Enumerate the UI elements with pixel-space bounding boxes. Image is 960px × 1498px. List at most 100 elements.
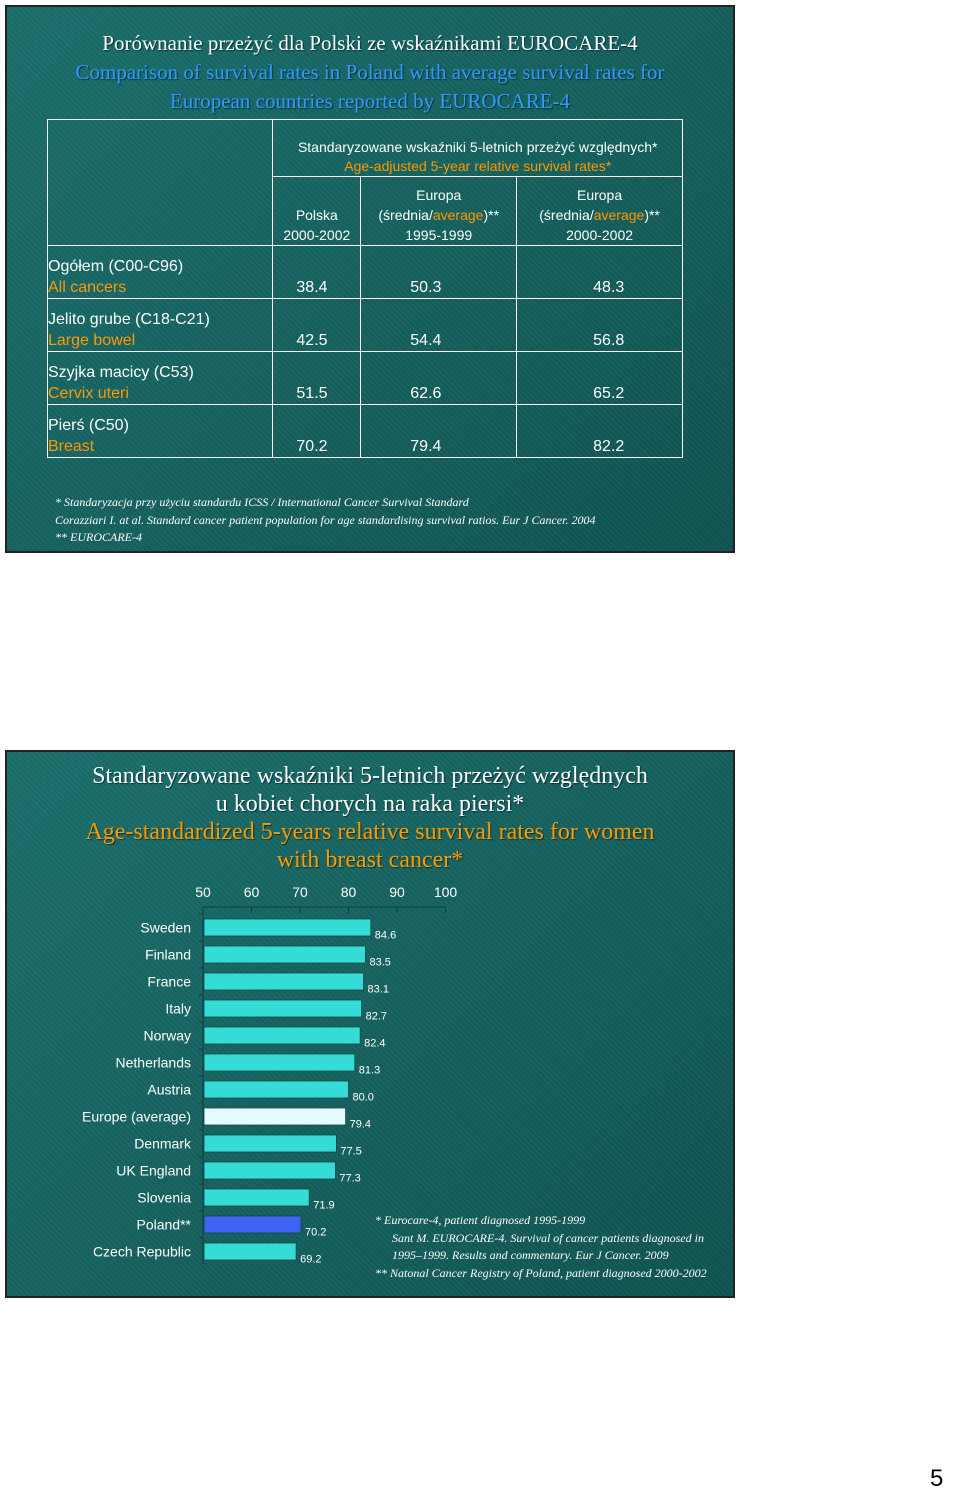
data-label: 77.3 bbox=[339, 1173, 360, 1185]
header-english: Age-adjusted 5-year relative survival ra… bbox=[344, 158, 612, 174]
value-europa-2000: 48.3 bbox=[516, 245, 683, 299]
bar bbox=[203, 1215, 302, 1234]
category-label: Austria bbox=[147, 1082, 191, 1098]
data-label: 69.2 bbox=[300, 1254, 321, 1266]
row-label-polish: Szyjka macicy (C53) bbox=[48, 364, 194, 381]
category-label: Denmark bbox=[134, 1136, 192, 1152]
title-english-line1: Comparison of survival rates in Poland w… bbox=[75, 60, 665, 84]
title-polish: Porównanie przeżyć dla Polski ze wskaźni… bbox=[102, 31, 638, 55]
column-europa-years: 2000-2002 bbox=[566, 227, 634, 243]
value-europa-2000: 82.2 bbox=[516, 404, 683, 458]
row-label-english: Cervix uteri bbox=[48, 385, 129, 402]
value-polska: 42.5 bbox=[272, 298, 362, 352]
bar bbox=[203, 1080, 349, 1099]
x-tick-label: 100 bbox=[434, 884, 458, 900]
title-english-line2: with breast cancer* bbox=[276, 847, 464, 873]
row-label-polish: Ogółem (C00-C96) bbox=[48, 258, 184, 275]
reference: 1995–1999. Results and commentary. Eur J… bbox=[392, 1248, 669, 1262]
slide2-title: Standaryzowane wskaźniki 5-letnich przeż… bbox=[7, 762, 733, 874]
value-polska: 38.4 bbox=[272, 245, 362, 299]
category-label: Slovenia bbox=[137, 1190, 191, 1206]
category-label: UK England bbox=[116, 1163, 191, 1179]
category-label: Poland** bbox=[137, 1217, 192, 1233]
table-row: Pierś (C50) Breast 70.2 79.4 82.2 bbox=[46, 404, 683, 458]
category-label: Czech Republic bbox=[93, 1244, 191, 1260]
column-europa-average: (średnia/average)** bbox=[378, 207, 500, 223]
column-polska-label: Polska bbox=[295, 207, 338, 223]
category-label: Italy bbox=[165, 1001, 191, 1017]
value-polska: 51.5 bbox=[272, 351, 362, 405]
chart-references: * Eurocare-4, patient diagnosed 1995-199… bbox=[375, 1212, 725, 1282]
reference: Sant M. EUROCARE-4. Survival of cancer p… bbox=[392, 1230, 704, 1245]
data-label: 82.4 bbox=[364, 1038, 385, 1050]
data-label: 83.5 bbox=[369, 957, 390, 969]
column-europa-label: Europa bbox=[416, 187, 462, 203]
footnote: Corazziari I. at al. Standard cancer pat… bbox=[55, 512, 596, 527]
bar bbox=[203, 1242, 297, 1261]
slide1-title: Porównanie przeżyć dla Polski ze wskaźni… bbox=[7, 29, 733, 116]
bar bbox=[203, 999, 362, 1018]
bar bbox=[203, 1053, 356, 1072]
data-label: 81.3 bbox=[359, 1065, 380, 1077]
data-label: 82.7 bbox=[366, 1011, 387, 1023]
slide-breast-cancer-chart: Standaryzowane wskaźniki 5-letnich przeż… bbox=[5, 750, 735, 1298]
title-english-line2: European countries reported by EUROCARE-… bbox=[169, 89, 571, 113]
bar bbox=[203, 1161, 336, 1180]
category-label: Sweden bbox=[140, 920, 191, 936]
x-tick-label: 80 bbox=[341, 884, 357, 900]
x-tick-label: 90 bbox=[389, 884, 405, 900]
value-europa-2000: 65.2 bbox=[516, 351, 683, 405]
bar bbox=[203, 945, 366, 964]
category-label: Norway bbox=[144, 1028, 191, 1044]
table-row: Ogółem (C00-C96) All cancers 38.4 50.3 48… bbox=[46, 245, 683, 299]
x-tick-label: 70 bbox=[292, 884, 308, 900]
x-tick-label: 50 bbox=[195, 884, 211, 900]
title-polish-line2: u kobiet chorych na raka piersi* bbox=[215, 791, 525, 817]
row-label-english: Large bowel bbox=[48, 332, 136, 349]
value-europa-1995: 79.4 bbox=[360, 404, 518, 458]
table-row: Szyjka macicy (C53) Cervix uteri 51.5 62.… bbox=[46, 351, 683, 405]
row-label-english: All cancers bbox=[48, 279, 127, 296]
category-label: Finland bbox=[145, 947, 191, 963]
bar bbox=[203, 972, 364, 991]
row-label-polish: Jelito grube (C18-C21) bbox=[48, 311, 210, 328]
title-english-line1: Age-standardized 5-years relative surviv… bbox=[85, 819, 655, 845]
data-label: 77.5 bbox=[340, 1146, 361, 1158]
survival-table: Standaryzowane wskaźniki 5-letnich przeż… bbox=[46, 119, 683, 458]
table-row: Jelito grube (C18-C21) Large bowel 42.5 5… bbox=[46, 298, 683, 352]
slide1-footnotes: * Standaryzacja przy użyciu standardu IC… bbox=[55, 494, 595, 547]
reference: * Eurocare-4, patient diagnosed 1995-199… bbox=[375, 1213, 586, 1227]
column-europa-years: 1995-1999 bbox=[405, 227, 473, 243]
title-polish-line1: Standaryzowane wskaźniki 5-letnich przeż… bbox=[92, 763, 648, 789]
data-label: 71.9 bbox=[313, 1200, 334, 1212]
bar bbox=[203, 1026, 361, 1045]
column-europa-2000: Europa (średnia/average)** 2000-2002 bbox=[516, 176, 683, 246]
column-europa-average: (średnia/average)** bbox=[539, 207, 660, 223]
reference: ** Natonal Cancer Registry of Poland, pa… bbox=[375, 1265, 707, 1280]
value-europa-1995: 54.4 bbox=[360, 298, 518, 352]
slide-survival-table: Porównanie przeżyć dla Polski ze wskaźni… bbox=[5, 5, 735, 553]
footnote: ** EUROCARE-4 bbox=[55, 530, 142, 544]
category-label: Netherlands bbox=[116, 1055, 192, 1071]
bar bbox=[203, 1107, 346, 1126]
row-label-polish: Pierś (C50) bbox=[48, 417, 129, 434]
data-label: 80.0 bbox=[353, 1092, 374, 1104]
data-label: 83.1 bbox=[368, 984, 389, 996]
header-polish: Standaryzowane wskaźniki 5-letnich przeż… bbox=[297, 139, 658, 155]
category-label: Europe (average) bbox=[82, 1109, 191, 1125]
column-europa-label: Europa bbox=[576, 187, 623, 203]
row-label-english: Breast bbox=[48, 438, 95, 455]
data-label: 79.4 bbox=[350, 1119, 371, 1131]
data-label: 84.6 bbox=[375, 930, 396, 942]
table-header: Standaryzowane wskaźniki 5-letnich przeż… bbox=[272, 119, 683, 177]
x-tick-label: 60 bbox=[244, 884, 260, 900]
bar bbox=[203, 918, 372, 937]
category-label: France bbox=[147, 974, 191, 990]
column-europa-1995: Europa (średnia/average)** 1995-1999 bbox=[360, 176, 518, 246]
column-polska-years: 2000-2002 bbox=[283, 227, 351, 243]
bar bbox=[203, 1134, 337, 1153]
page-number: 5 bbox=[930, 1465, 944, 1492]
footnote: * Standaryzacja przy użyciu standardu IC… bbox=[55, 495, 469, 509]
value-europa-1995: 62.6 bbox=[360, 351, 518, 405]
